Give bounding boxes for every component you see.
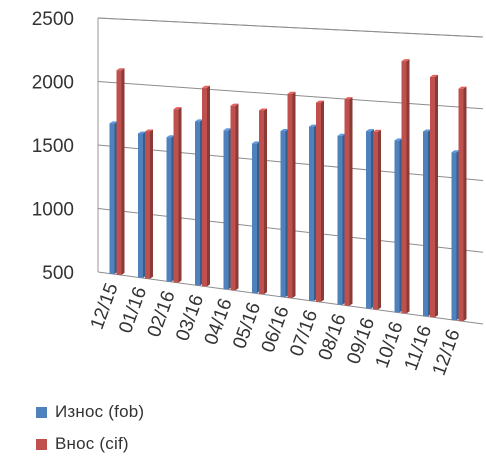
bar-imports-10-16 bbox=[401, 59, 410, 314]
bar-exports-12-15-front bbox=[109, 123, 115, 274]
y-tick-label: 500 bbox=[42, 263, 74, 284]
bar-imports-12-15 bbox=[116, 68, 125, 275]
bar-exports-12-15 bbox=[109, 121, 118, 274]
bar-imports-11-16 bbox=[430, 74, 438, 318]
legend: Износ (fob) Внос (cif) bbox=[36, 396, 144, 460]
bar-exports-02-16 bbox=[166, 135, 175, 282]
bar-imports-11-16-front bbox=[430, 76, 435, 318]
bar-imports-04-16 bbox=[230, 103, 239, 291]
gridline bbox=[97, 271, 484, 325]
y-tick-label: 2500 bbox=[32, 9, 74, 30]
bar-imports-12-16-front bbox=[458, 88, 464, 322]
bar-exports-04-16 bbox=[223, 128, 232, 290]
bar-imports-03-16-front bbox=[202, 87, 207, 287]
bar-imports-02-16 bbox=[173, 107, 182, 283]
bar-exports-03-16 bbox=[195, 119, 203, 286]
y-tick-label: 1000 bbox=[32, 200, 74, 221]
bar-imports-03-16 bbox=[202, 85, 210, 287]
legend-item-imports: Внос (cif) bbox=[36, 428, 144, 460]
bar-imports-08-16-front bbox=[344, 99, 350, 306]
bar-exports-04-16-front bbox=[223, 130, 229, 290]
legend-label-imports: Внос (cif) bbox=[55, 434, 129, 453]
bar-exports-07-16-front bbox=[309, 126, 314, 301]
bar-exports-09-16-front bbox=[366, 131, 371, 309]
bar-exports-11-16-front bbox=[423, 131, 428, 317]
bar-imports-01-16 bbox=[145, 129, 153, 279]
bar-exports-10-16 bbox=[394, 138, 403, 313]
bar-exports-06-16-front bbox=[280, 131, 286, 297]
bar-exports-11-16 bbox=[423, 129, 431, 317]
bar-exports-10-16-front bbox=[394, 140, 400, 313]
bar-exports-08-16-front bbox=[337, 135, 343, 305]
bar-imports-07-16-front bbox=[316, 102, 321, 302]
bar-exports-05-16-front bbox=[252, 143, 257, 294]
bar-exports-03-16-front bbox=[195, 121, 200, 286]
bar-exports-02-16-front bbox=[166, 137, 172, 282]
bar-imports-12-16 bbox=[458, 86, 467, 322]
bar-imports-10-16-front bbox=[401, 61, 407, 314]
bar-exports-12-16-front bbox=[451, 152, 457, 321]
y-tick-label: 1500 bbox=[32, 136, 74, 157]
bar-imports-09-16-front bbox=[373, 131, 378, 310]
legend-swatch-imports bbox=[36, 438, 47, 450]
bar-exports-07-16 bbox=[309, 124, 317, 301]
bar-exports-12-16 bbox=[451, 150, 460, 321]
bar-exports-06-16 bbox=[280, 129, 289, 297]
bar-imports-07-16 bbox=[316, 100, 324, 302]
bar-exports-08-16 bbox=[337, 133, 346, 305]
bar-imports-05-16-front bbox=[259, 110, 264, 295]
bar-exports-05-16 bbox=[252, 141, 260, 294]
legend-item-exports: Износ (fob) bbox=[36, 396, 144, 428]
bar-imports-05-16 bbox=[259, 108, 267, 295]
bar-imports-04-16-front bbox=[230, 105, 236, 291]
bar-imports-06-16-front bbox=[287, 93, 293, 298]
bar-exports-09-16 bbox=[366, 129, 374, 309]
bar-imports-09-16 bbox=[373, 129, 381, 310]
bar-imports-12-15-front bbox=[116, 70, 122, 275]
bar-exports-01-16-front bbox=[138, 133, 143, 278]
legend-swatch-exports bbox=[36, 406, 47, 418]
y-tick-label: 2000 bbox=[32, 73, 74, 94]
bar-exports-01-16 bbox=[138, 131, 146, 278]
gridline bbox=[97, 17, 484, 38]
legend-label-exports: Износ (fob) bbox=[55, 402, 145, 421]
bar-imports-02-16-front bbox=[173, 109, 179, 283]
bar-imports-01-16-front bbox=[145, 131, 150, 279]
bar-imports-06-16 bbox=[287, 91, 296, 298]
bar-imports-08-16 bbox=[344, 97, 353, 306]
